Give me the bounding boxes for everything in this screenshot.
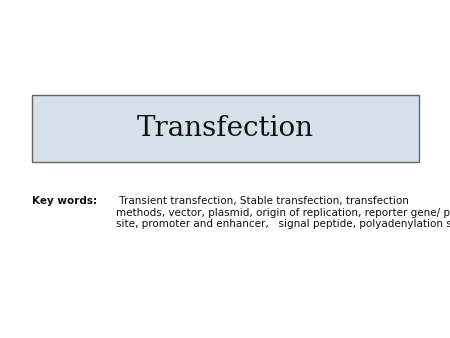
- Text: Transfection: Transfection: [136, 115, 314, 142]
- Text: Key words:: Key words:: [32, 196, 97, 206]
- Text: Transient transfection, Stable transfection, transfection
methods, vector, plasm: Transient transfection, Stable transfect…: [116, 196, 450, 229]
- FancyBboxPatch shape: [32, 95, 419, 162]
